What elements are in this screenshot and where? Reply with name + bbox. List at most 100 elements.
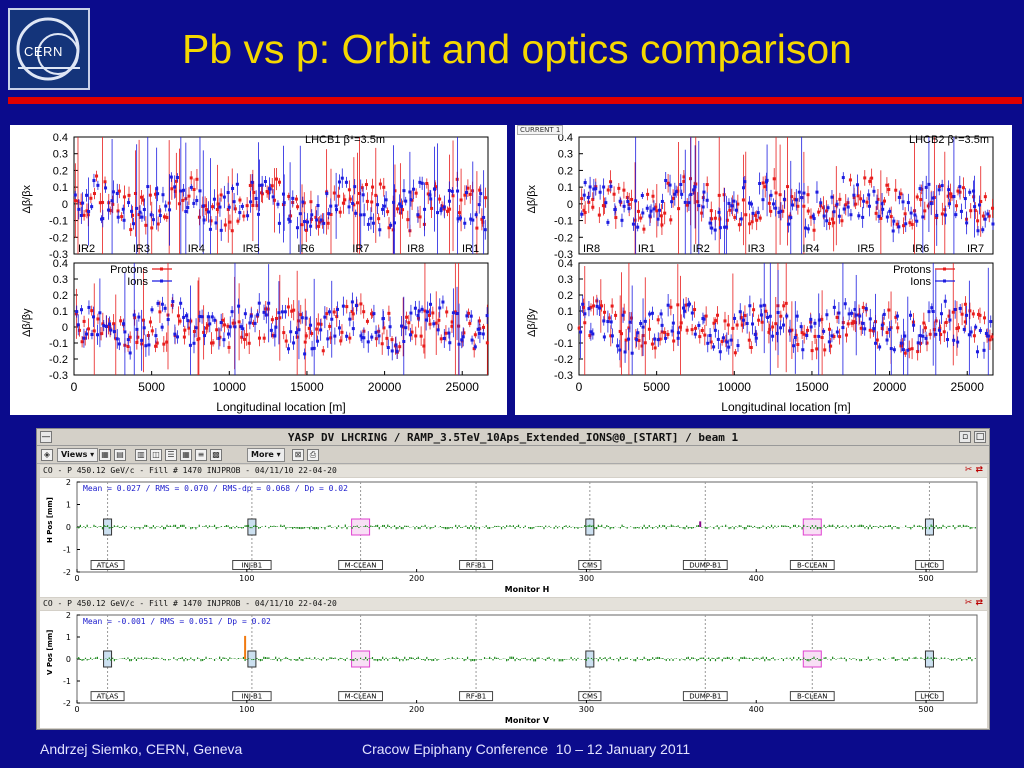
data-point-x xyxy=(358,192,362,196)
data-point-x xyxy=(211,205,215,209)
data-point-x xyxy=(743,180,747,184)
data-point-y xyxy=(983,316,987,320)
data-point-x xyxy=(430,206,434,210)
data-point-y xyxy=(714,319,718,323)
data-point-y xyxy=(75,310,79,314)
data-point-y xyxy=(729,338,733,342)
data-point-x xyxy=(96,183,100,187)
data-point-y xyxy=(703,333,707,337)
data-point-x xyxy=(329,204,333,208)
table-icon[interactable]: ▦ xyxy=(180,449,192,461)
layout-icon[interactable]: ▤ xyxy=(114,449,126,461)
views-button[interactable]: Views ▾ xyxy=(57,448,99,462)
data-point-x xyxy=(195,177,199,181)
data-point-y xyxy=(736,344,740,348)
data-point-x xyxy=(89,196,93,200)
data-point-x xyxy=(903,212,907,216)
data-point-x xyxy=(439,207,443,211)
data-point-y xyxy=(641,325,645,329)
data-point-x xyxy=(924,185,928,189)
data-point-x xyxy=(340,176,344,180)
data-point-x xyxy=(950,195,954,199)
data-point-y xyxy=(903,334,907,338)
data-point-y xyxy=(788,329,792,333)
data-point-x xyxy=(705,198,709,202)
data-point-y xyxy=(292,341,296,345)
data-point-x xyxy=(876,197,880,201)
lhcb1-optics-panel: -0.3 -0.2 -0.1 0 0.1 0.2 0.3 0.4 Δβ/βx IR2 IR3 IR4 I… xyxy=(10,125,507,415)
y-tick-label: -0.3 xyxy=(49,249,68,261)
data-point-x xyxy=(209,219,213,223)
print-icon[interactable]: ⎙ xyxy=(307,449,319,461)
data-point-y xyxy=(271,333,275,337)
maximize-button[interactable]: □ xyxy=(974,431,986,443)
data-point-x xyxy=(268,187,272,191)
columns-icon[interactable]: ▥ xyxy=(135,449,147,461)
table-view-icon[interactable]: ▩ xyxy=(210,449,222,461)
data-point-x xyxy=(288,219,292,223)
app-icon[interactable]: ◈ xyxy=(41,449,53,461)
data-point-y xyxy=(99,332,103,336)
x-tick-label: 200 xyxy=(409,705,424,714)
data-point-y xyxy=(598,306,602,310)
data-point-y xyxy=(104,324,108,328)
data-point-x xyxy=(85,193,89,197)
data-point-x xyxy=(892,219,896,223)
data-point-x xyxy=(613,207,617,211)
ir-label: IR7 xyxy=(967,243,984,255)
data-point-y xyxy=(402,339,406,343)
data-point-y xyxy=(921,334,925,338)
x-tick-label: 0 xyxy=(74,574,79,583)
data-point-x xyxy=(821,206,825,210)
data-point-y xyxy=(930,306,934,310)
data-point-y xyxy=(365,319,369,323)
data-point-y xyxy=(708,333,712,337)
data-point-y xyxy=(693,308,697,312)
data-point-y xyxy=(182,335,186,339)
data-point-y xyxy=(967,333,971,337)
data-point-y xyxy=(939,333,943,337)
lhcb2-optics-chart: -0.3 -0.2 -0.1 0 0.1 0.2 0.3 0.4 Δβ/βx IR8 IR1 IR2 I… xyxy=(526,132,995,414)
data-point-x xyxy=(406,218,410,222)
v-plot-tools-icon[interactable]: ✂ ⇄ xyxy=(964,598,983,608)
data-point-x xyxy=(943,208,947,212)
data-point-y xyxy=(704,314,708,318)
data-point-x xyxy=(976,229,980,233)
data-point-y xyxy=(885,331,889,335)
data-point-y xyxy=(274,325,278,329)
data-point-y xyxy=(951,310,955,314)
data-point-x xyxy=(872,189,876,193)
data-point-y xyxy=(927,310,931,314)
data-point-x xyxy=(318,220,322,224)
data-point-x xyxy=(937,188,941,192)
data-point-y xyxy=(135,340,139,344)
data-point-x xyxy=(654,205,658,209)
panel-label: LHCB2 β*=3.5m xyxy=(909,134,989,146)
h-plot-tools-icon[interactable]: ✂ ⇄ xyxy=(964,465,983,475)
data-point-y xyxy=(918,334,922,338)
data-point-x xyxy=(426,192,430,196)
data-point-y xyxy=(300,316,304,320)
window-menu-button[interactable]: — xyxy=(40,431,52,443)
data-point-y xyxy=(200,315,204,319)
data-point-x xyxy=(774,206,778,210)
data-point-x xyxy=(456,189,460,193)
data-point-x xyxy=(82,213,86,217)
data-point-x xyxy=(389,223,393,227)
split-icon[interactable]: ◫ xyxy=(150,449,162,461)
grid-icon[interactable]: ▦ xyxy=(99,449,111,461)
data-point-x xyxy=(90,205,94,209)
chart-icon[interactable]: ⊠ xyxy=(292,449,304,461)
more-button[interactable]: More ▾ xyxy=(247,448,285,462)
data-point-y xyxy=(923,326,927,330)
data-point-x xyxy=(634,199,638,203)
minimize-button[interactable]: ▫ xyxy=(959,431,971,443)
data-point-y xyxy=(321,349,325,353)
data-point-y xyxy=(805,334,809,338)
list-icon[interactable]: ≡ xyxy=(195,449,207,461)
data-point-y xyxy=(101,322,105,326)
data-point-x xyxy=(348,197,352,201)
y-axis-label: H Pos [mm] xyxy=(46,497,54,543)
data-point-x xyxy=(135,206,139,210)
rows-icon[interactable]: ☰ xyxy=(165,449,177,461)
